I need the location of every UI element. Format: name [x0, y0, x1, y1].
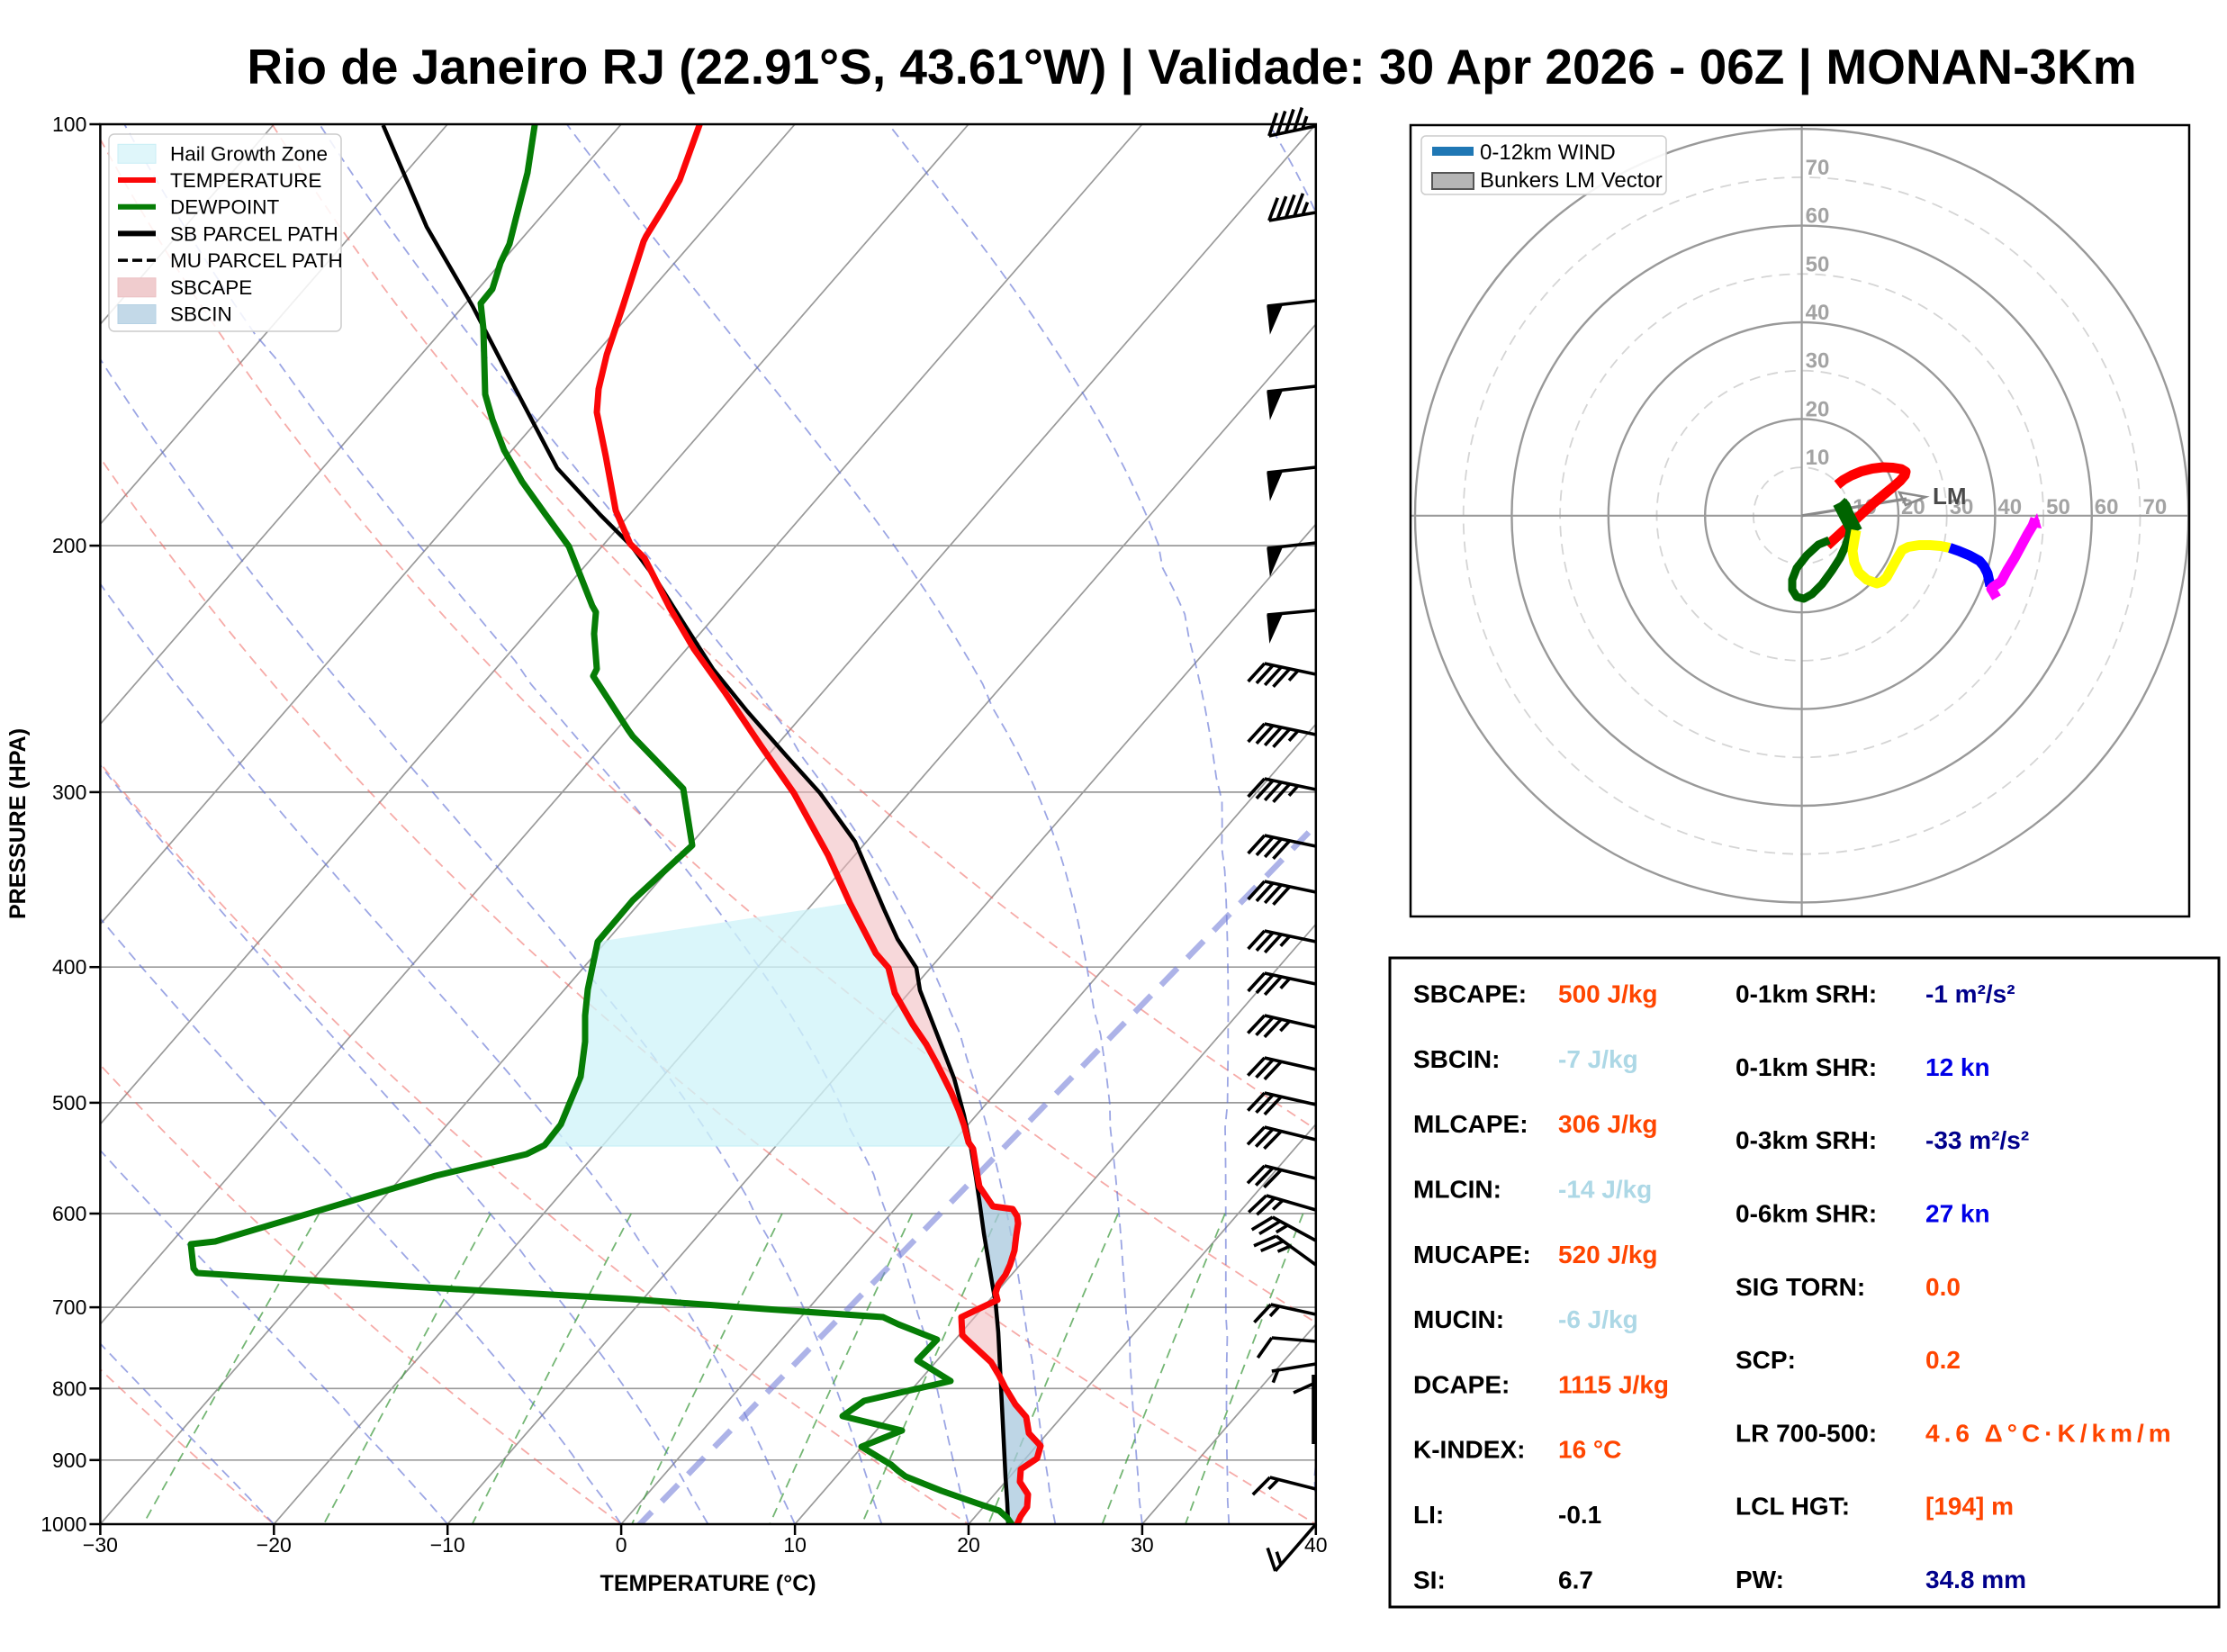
svg-text:[194] m: [194] m	[1925, 1493, 2014, 1521]
svg-text:SCP:: SCP:	[1736, 1346, 1796, 1374]
svg-text:70: 70	[1806, 156, 1830, 180]
svg-text:-33 m²/s²: -33 m²/s²	[1925, 1126, 2029, 1154]
svg-text:DEWPOINT: DEWPOINT	[170, 196, 280, 219]
svg-text:1115 J/kg: 1115 J/kg	[1558, 1370, 1669, 1398]
svg-text:MUCAPE:: MUCAPE:	[1413, 1241, 1531, 1268]
svg-text:4.6 Δ°C·K/km/m: 4.6 Δ°C·K/km/m	[1925, 1419, 2176, 1447]
svg-text:20: 20	[1806, 397, 1830, 421]
svg-text:0-1km SRH:: 0-1km SRH:	[1736, 980, 1877, 1008]
svg-text:LI:: LI:	[1413, 1501, 1444, 1529]
svg-text:400: 400	[52, 955, 86, 979]
svg-text:-7 J/kg: -7 J/kg	[1558, 1045, 1638, 1073]
svg-text:0: 0	[616, 1533, 627, 1557]
svg-text:-14 J/kg: -14 J/kg	[1558, 1176, 1652, 1204]
svg-text:520 J/kg: 520 J/kg	[1558, 1241, 1658, 1268]
svg-text:Bunkers LM Vector: Bunkers LM Vector	[1480, 168, 1663, 193]
svg-text:SBCAPE: SBCAPE	[170, 276, 252, 299]
svg-text:200: 200	[52, 534, 86, 557]
svg-text:40: 40	[1806, 301, 1830, 325]
svg-text:60: 60	[2095, 495, 2119, 519]
svg-text:MLCAPE:: MLCAPE:	[1413, 1110, 1528, 1138]
svg-text:500: 500	[52, 1091, 86, 1115]
svg-text:SB PARCEL PATH: SB PARCEL PATH	[170, 222, 338, 245]
svg-text:70: 70	[2143, 495, 2168, 519]
svg-text:SI:: SI:	[1413, 1566, 1446, 1593]
svg-text:-1 m²/s²: -1 m²/s²	[1925, 980, 2015, 1008]
svg-text:TEMPERATURE: TEMPERATURE	[170, 169, 321, 192]
svg-text:900: 900	[52, 1449, 86, 1472]
svg-text:100: 100	[52, 113, 86, 136]
svg-text:20: 20	[957, 1533, 980, 1557]
svg-text:0-6km SHR:: 0-6km SHR:	[1736, 1200, 1877, 1228]
svg-text:50: 50	[1806, 252, 1830, 276]
svg-text:K-INDEX:: K-INDEX:	[1413, 1436, 1525, 1464]
svg-text:0-1km SHR:: 0-1km SHR:	[1736, 1053, 1877, 1081]
svg-text:PW:: PW:	[1736, 1566, 1784, 1593]
svg-text:30: 30	[1950, 495, 1974, 519]
svg-text:Rio de Janeiro RJ (22.91°S, 43: Rio de Janeiro RJ (22.91°S, 43.61°W) | V…	[247, 39, 2136, 95]
svg-text:60: 60	[1806, 204, 1830, 229]
svg-text:LM: LM	[1933, 483, 1967, 510]
svg-text:300: 300	[52, 781, 86, 804]
svg-text:-6 J/kg: -6 J/kg	[1558, 1305, 1638, 1333]
svg-text:LCL HGT:: LCL HGT:	[1736, 1493, 1850, 1521]
svg-text:12 kn: 12 kn	[1925, 1053, 1990, 1081]
svg-text:0-12km WIND: 0-12km WIND	[1480, 140, 1616, 165]
svg-text:27 kn: 27 kn	[1925, 1200, 1990, 1228]
svg-text:700: 700	[52, 1295, 86, 1319]
svg-text:PRESSURE (HPA): PRESSURE (HPA)	[5, 728, 31, 919]
svg-text:TEMPERATURE (°C): TEMPERATURE (°C)	[600, 1571, 816, 1596]
svg-text:40: 40	[1997, 495, 2022, 519]
svg-text:MU PARCEL PATH: MU PARCEL PATH	[170, 249, 343, 272]
svg-text:40: 40	[1304, 1533, 1328, 1557]
svg-text:10: 10	[1806, 446, 1830, 470]
svg-text:Hail Growth Zone: Hail Growth Zone	[170, 142, 328, 165]
svg-text:34.8 mm: 34.8 mm	[1925, 1566, 2026, 1593]
svg-text:0-3km SRH:: 0-3km SRH:	[1736, 1126, 1877, 1154]
svg-text:1000: 1000	[41, 1512, 86, 1536]
svg-text:30: 30	[1806, 349, 1830, 374]
svg-text:30: 30	[1131, 1533, 1154, 1557]
svg-text:SBCIN: SBCIN	[170, 303, 232, 326]
svg-text:MLCIN:: MLCIN:	[1413, 1176, 1501, 1204]
svg-text:10: 10	[783, 1533, 807, 1557]
svg-text:−10: −10	[430, 1533, 465, 1557]
svg-text:600: 600	[52, 1202, 86, 1225]
svg-text:−30: −30	[83, 1533, 118, 1557]
svg-text:800: 800	[52, 1377, 86, 1400]
svg-text:MUCIN:: MUCIN:	[1413, 1305, 1504, 1333]
svg-text:16 °C: 16 °C	[1558, 1436, 1621, 1464]
svg-text:0.2: 0.2	[1925, 1346, 1961, 1374]
svg-text:-0.1: -0.1	[1558, 1501, 1601, 1529]
svg-text:LR 700-500:: LR 700-500:	[1736, 1419, 1877, 1447]
svg-text:0.0: 0.0	[1925, 1273, 1961, 1301]
svg-text:SBCIN:: SBCIN:	[1413, 1045, 1500, 1073]
svg-text:6.7: 6.7	[1558, 1566, 1593, 1593]
svg-text:DCAPE:: DCAPE:	[1413, 1370, 1510, 1398]
svg-text:SIG TORN:: SIG TORN:	[1736, 1273, 1865, 1301]
svg-text:306 J/kg: 306 J/kg	[1558, 1110, 1658, 1138]
svg-text:50: 50	[2046, 495, 2070, 519]
svg-text:−20: −20	[257, 1533, 292, 1557]
svg-text:500 J/kg: 500 J/kg	[1558, 980, 1658, 1008]
svg-text:SBCAPE:: SBCAPE:	[1413, 980, 1527, 1008]
